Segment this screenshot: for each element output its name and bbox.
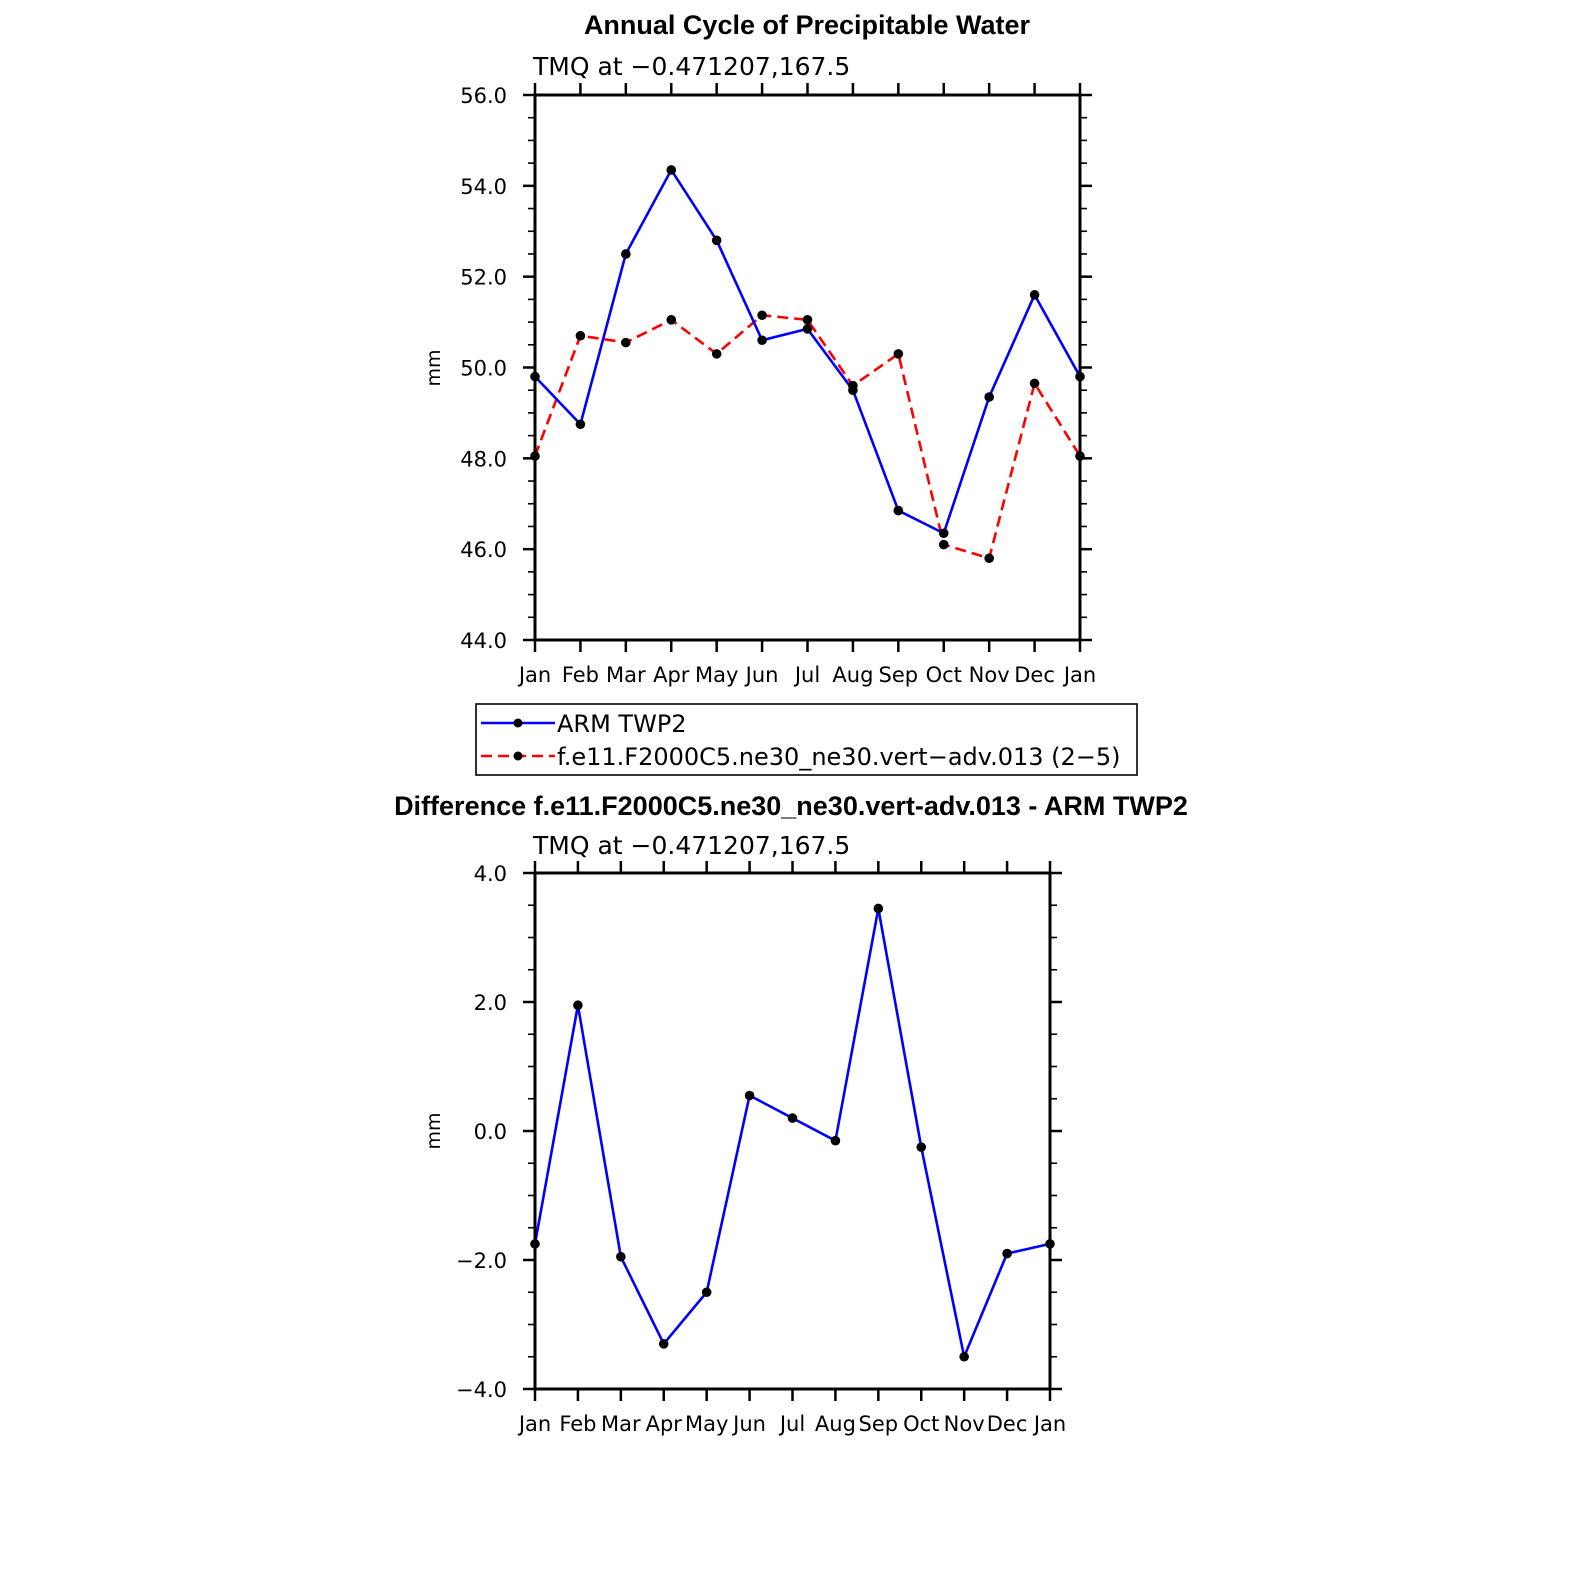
data-point-feb [575,419,586,430]
data-point-oct [916,1142,927,1152]
data-point-nov [984,392,994,402]
legend-box [475,703,1138,776]
y-tick-label: 52.0 [460,266,507,290]
y-tick-label: −4.0 [456,1378,507,1402]
data-point-oct [938,539,949,550]
x-tick-label-oct: Oct [903,1412,939,1436]
x-tick-label-jun: Jun [731,1412,766,1436]
x-tick-label-jan: Jan [1032,1412,1066,1436]
data-point-sep [893,349,904,359]
x-tick-label-jan: Jan [517,1412,551,1436]
data-point-apr [666,165,677,175]
data-point-jun [744,1090,755,1101]
x-tick-label-jan: Jan [517,663,551,687]
x-tick-label-feb: Feb [562,663,599,687]
x-tick-label-nov: Nov [969,663,1010,687]
data-point-aug [848,385,858,396]
data-point-feb [575,330,586,341]
x-tick-label-apr: Apr [653,663,690,687]
chart1-y-tick-labels: 44.0 46.0 48.0 50.0 52.0 54.0 56.0 [460,84,507,653]
y-tick-label: −2.0 [456,1249,507,1273]
y-tick-label: 50.0 [460,357,507,381]
data-point-apr [666,315,677,325]
chart1-series [530,165,1085,564]
chart2-y-axis-label: mm [423,1112,445,1149]
data-point-dec [1002,1248,1012,1259]
legend-arm-twp2-label: ARM TWP2 [557,710,687,738]
legend-model-marker [513,751,523,761]
y-tick-label: 4.0 [474,862,507,886]
x-tick-label-jan: Jan [1062,663,1096,687]
x-tick-label-may: May [695,663,738,687]
x-tick-label-nov: Nov [944,1412,985,1436]
x-tick-label-mar: Mar [606,663,646,687]
data-point-aug [830,1135,841,1146]
data-point-nov [984,553,994,564]
chart1-frame [533,93,1082,642]
chart1-title: Annual Cycle of Precipitable Water [584,10,1031,40]
data-point-jul [802,315,813,325]
x-tick-label-oct: Oct [926,663,962,687]
data-point-feb [573,1000,583,1011]
chart-annual-cycle: Annual Cycle of Precipitable Water TMQ a… [423,10,1096,687]
y-tick-label: 2.0 [474,991,507,1015]
data-point-jun [757,335,767,346]
legend-model-label: f.e11.F2000C5.ne30_ne30.vert−adv.013 (2−… [557,743,1121,771]
chart2-ticks [523,861,1062,1401]
chart2-subtitle: TMQ at −0.471207,167.5 [532,831,850,860]
x-tick-label-feb: Feb [559,1412,596,1436]
data-point-apr [658,1339,669,1349]
x-tick-label-jun: Jun [744,663,779,687]
data-point-nov [959,1351,969,1362]
chart-difference: Difference f.e11.F2000C5.ne30_ne30.vert-… [394,791,1188,1436]
chart1-y-axis-label: mm [423,349,445,386]
x-tick-label-mar: Mar [601,1412,641,1436]
y-tick-label: 44.0 [460,629,507,653]
data-point-may [711,349,722,359]
y-tick-label: 54.0 [460,175,507,199]
x-tick-label-jul: Jul [793,663,820,687]
data-point-jul [802,324,813,334]
chart2-frame [533,871,1052,1391]
y-tick-label: 48.0 [460,447,507,471]
x-tick-label-apr: Apr [646,1412,683,1436]
data-point-jun [757,310,767,321]
legend-arm-twp2-marker [513,718,523,728]
x-tick-label-jul: Jul [778,1412,805,1436]
data-point-jul [787,1113,798,1123]
y-tick-label: 0.0 [474,1120,507,1144]
x-tick-label-sep: Sep [859,1412,899,1436]
y-tick-label: 46.0 [460,538,507,562]
chart2-y-tick-labels: −4.0 −2.0 0.0 2.0 4.0 [456,862,507,1402]
chart1-x-tick-labels: Jan Feb Mar Apr May Jun Jul Aug Sep Oct Nov Dec Jan [517,663,1096,687]
data-point-oct [938,528,949,539]
data-point-may [701,1287,712,1298]
x-tick-label-dec: Dec [987,1412,1028,1436]
chart1-subtitle: TMQ at −0.471207,167.5 [532,52,850,81]
x-tick-label-aug: Aug [815,1412,856,1436]
y-tick-label: 56.0 [460,84,507,108]
data-point-mar [616,1251,626,1262]
chart2-x-tick-labels: Jan Feb Mar Apr May Jun Jul Aug Sep Oct Nov Dec Jan [517,1412,1066,1436]
data-point-sep [893,505,904,516]
x-tick-label-dec: Dec [1014,663,1055,687]
data-point-dec [1029,290,1040,300]
data-point-may [711,235,722,246]
x-tick-label-sep: Sep [879,663,919,687]
data-point-dec [1029,378,1040,389]
data-point-mar [621,337,631,348]
x-tick-label-may: May [685,1412,728,1436]
chart2-title: Difference f.e11.F2000C5.ne30_ne30.vert-… [394,791,1188,821]
chart1-legend: ARM TWP2 f.e11.F2000C5.ne30_ne30.vert−ad… [475,703,1138,776]
x-tick-label-aug: Aug [832,663,873,687]
data-point-sep [873,903,884,914]
data-point-mar [621,249,631,259]
